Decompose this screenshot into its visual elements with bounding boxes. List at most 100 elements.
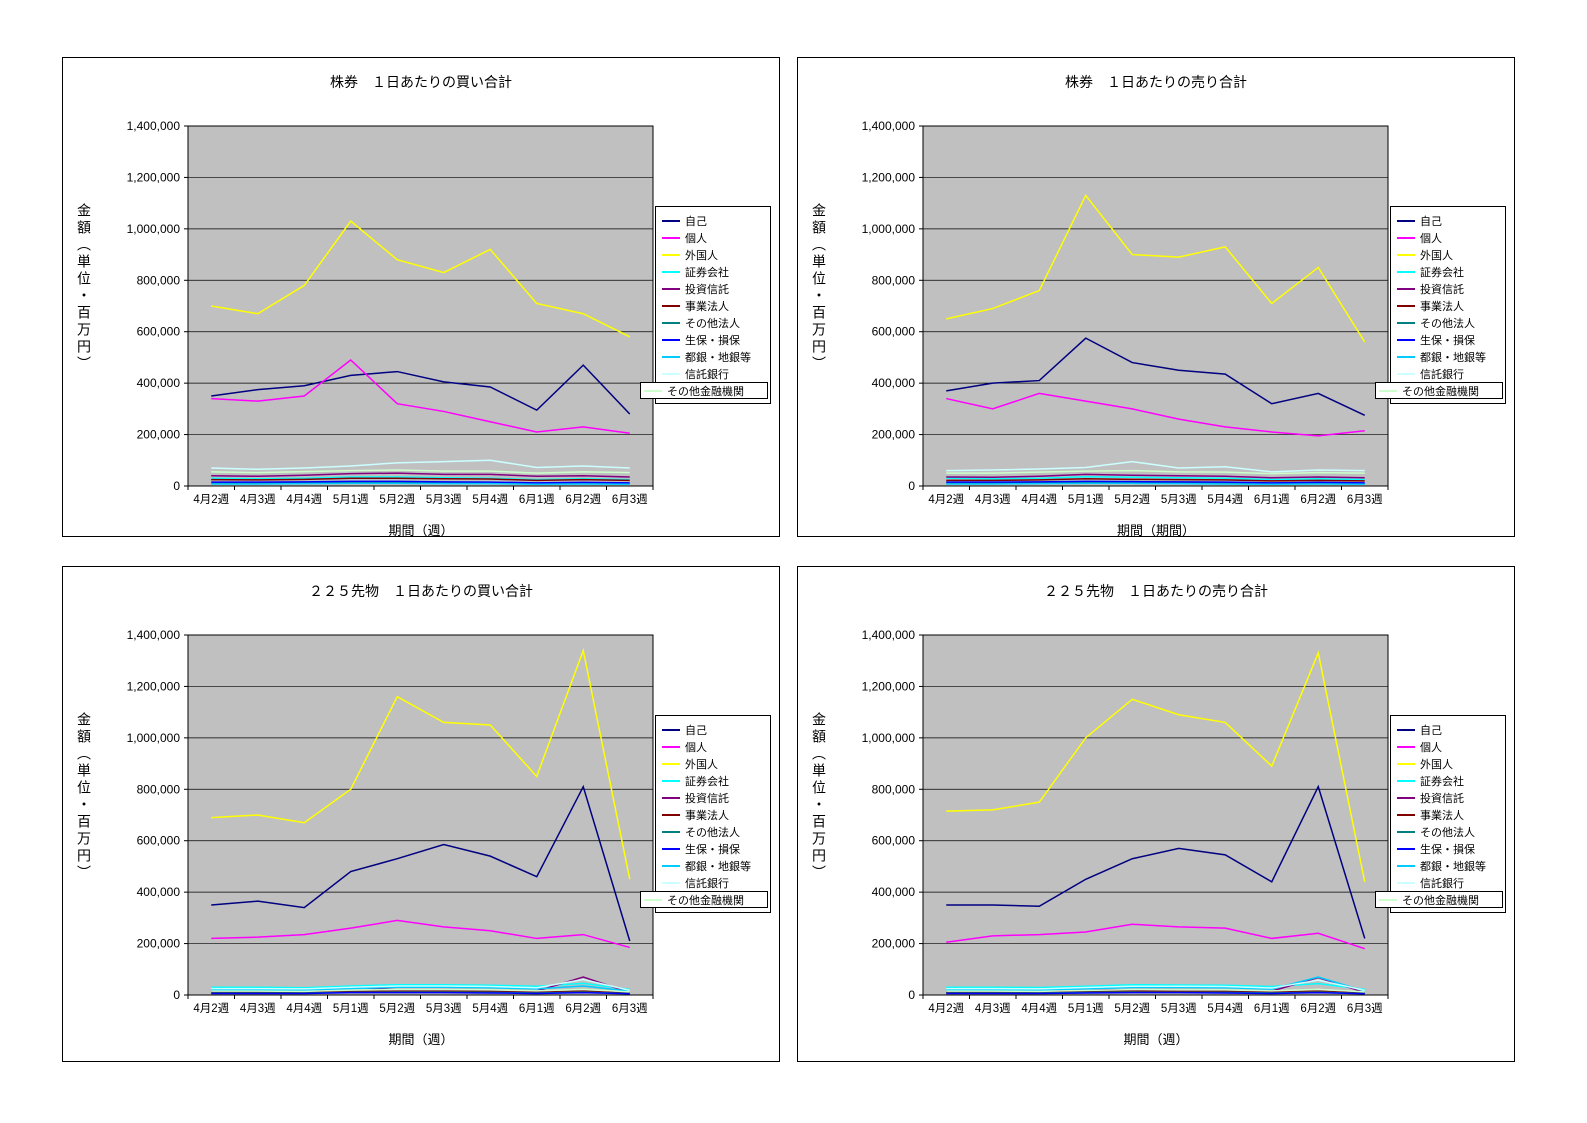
- legend-label: 信託銀行: [685, 368, 729, 381]
- legend-item: その他金融機関: [1375, 891, 1503, 908]
- legend-swatch-line: [662, 830, 680, 833]
- legend-item: その他法人: [662, 823, 768, 840]
- y-tick-label: 400,000: [872, 376, 916, 390]
- legend-label: 個人: [685, 232, 707, 245]
- legend-swatch-line: [662, 864, 680, 867]
- y-tick-label: 1,000,000: [127, 731, 181, 745]
- legend-label: 事業法人: [685, 300, 729, 313]
- legend-swatch-line: [662, 779, 680, 782]
- series-line: [946, 475, 1365, 481]
- x-category-label: 4月4週: [286, 1002, 322, 1015]
- legend-swatch-line: [1397, 270, 1415, 273]
- series-line: [946, 460, 1365, 473]
- legend-item: その他金融機関: [1375, 382, 1503, 399]
- x-category-label: 5月4週: [472, 493, 508, 506]
- plot-svg: 0 200,000 400,000 600,000 800,000 1,000,000 1,…: [862, 628, 1389, 1015]
- plot-area: 0 200,000 400,000 600,000 800,000 1,000,000 1,…: [828, 607, 1478, 1062]
- x-category-label: 5月3週: [1161, 493, 1197, 506]
- y-tick-label: 400,000: [872, 885, 916, 899]
- series-line: [946, 988, 1365, 993]
- y-axis-title: 金額（単位・百万円）: [811, 203, 827, 373]
- y-tick-label: 600,000: [137, 834, 181, 848]
- legend-item: 都銀・地銀等: [1397, 857, 1503, 874]
- y-axis-title: 金額（単位・百万円）: [811, 712, 827, 882]
- legend-item: 生保・損保: [1397, 331, 1503, 348]
- plot-background: [922, 125, 1389, 487]
- plot-svg: 0 200,000 400,000 600,000 800,000 1,000,000 1,…: [127, 119, 654, 506]
- series-line: [211, 919, 630, 949]
- legend-label: 外国人: [1420, 758, 1453, 771]
- legend-item: 外国人: [1397, 246, 1503, 263]
- y-tick-label: 200,000: [872, 937, 916, 951]
- series-line: [211, 364, 631, 415]
- x-category-label: 5月1週: [333, 1002, 369, 1015]
- chart-title: 株券 １日あたりの買い合計: [330, 74, 512, 90]
- series-line: [946, 469, 1365, 475]
- legend-swatch-line: [644, 898, 662, 901]
- legend-label: その他法人: [1420, 317, 1475, 330]
- legend-label: 信託銀行: [1420, 368, 1464, 381]
- legend-item: 自己: [662, 212, 768, 229]
- legend-label: 外国人: [685, 758, 718, 771]
- legend-label: 個人: [1420, 741, 1442, 754]
- chart-title: 株券 １日あたりの売り合計: [1065, 74, 1247, 90]
- y-tick-label: 1,000,000: [127, 222, 181, 236]
- x-category-label: 6月1週: [519, 493, 555, 506]
- legend-item: 外国人: [662, 246, 768, 263]
- legend-label: 投資信託: [685, 283, 729, 296]
- x-category-label: 4月3週: [975, 493, 1011, 506]
- series-line: [946, 480, 1365, 484]
- legend-item: その他法人: [662, 314, 768, 331]
- legend-swatch-line: [662, 355, 680, 358]
- legend: 自己 個人 外国人 証券会社 投資信託 事業法人 その他法人 生保・損保 都銀・地銀等 信託銀行そ…: [640, 715, 771, 913]
- y-tick-label: 0: [173, 479, 180, 493]
- legend-item: 自己: [662, 721, 768, 738]
- legend-item: 個人: [1397, 738, 1503, 755]
- x-category-label: 4月2週: [193, 1002, 229, 1015]
- series-line: [946, 392, 1365, 437]
- x-category-label: 5月4週: [472, 1002, 508, 1015]
- plot-svg: 0 200,000 400,000 600,000 800,000 1,000,000 1,…: [127, 628, 654, 1015]
- legend-label: その他法人: [685, 826, 740, 839]
- x-category-label: 6月2週: [565, 1002, 601, 1015]
- legend-label: 自己: [1420, 215, 1442, 228]
- y-tick-label: 800,000: [872, 273, 916, 287]
- plot-area: 0 200,000 400,000 600,000 800,000 1,000,000 1,…: [828, 98, 1478, 553]
- legend-item: 個人: [662, 229, 768, 246]
- y-tick-label: 1,400,000: [127, 628, 181, 642]
- legend-item: 証券会社: [662, 772, 768, 789]
- series-line: [211, 220, 631, 338]
- legend-label: 信託銀行: [1420, 877, 1464, 890]
- legend-swatch-line: [662, 338, 680, 341]
- legend-item: 信託銀行: [662, 874, 768, 891]
- legend-swatch-line: [1397, 253, 1415, 256]
- legend-label: 投資信託: [1420, 283, 1464, 296]
- y-tick-label: 400,000: [137, 885, 181, 899]
- legend-label: 自己: [1420, 724, 1442, 737]
- x-category-label: 4月4週: [286, 493, 322, 506]
- legend-item: 生保・損保: [1397, 840, 1503, 857]
- legend-swatch-line: [1397, 236, 1415, 239]
- x-category-label: 5月1週: [1068, 493, 1104, 506]
- x-category-label: 5月4週: [1207, 1002, 1243, 1015]
- y-tick-label: 1,000,000: [862, 731, 916, 745]
- y-tick-label: 1,200,000: [862, 170, 916, 184]
- legend-swatch-line: [1397, 881, 1415, 884]
- legend-label: 外国人: [685, 249, 718, 262]
- series-line: [946, 650, 1366, 883]
- x-category-label: 6月2週: [1300, 493, 1336, 506]
- y-tick-label: 400,000: [137, 376, 181, 390]
- y-tick-label: 1,200,000: [127, 679, 181, 693]
- legend-swatch-line: [1397, 745, 1415, 748]
- legend-swatch-line: [1397, 728, 1415, 731]
- y-tick-label: 1,000,000: [862, 222, 916, 236]
- legend-label: 信託銀行: [685, 877, 729, 890]
- legend-item: 投資信託: [662, 789, 768, 806]
- x-category-label: 5月3週: [426, 493, 462, 506]
- series-line: [946, 337, 1366, 416]
- plot-background: [187, 125, 654, 487]
- legend-label: その他金融機関: [1402, 894, 1479, 907]
- legend-label: 生保・損保: [685, 334, 740, 347]
- series-line: [946, 482, 1365, 485]
- series-line: [211, 459, 630, 471]
